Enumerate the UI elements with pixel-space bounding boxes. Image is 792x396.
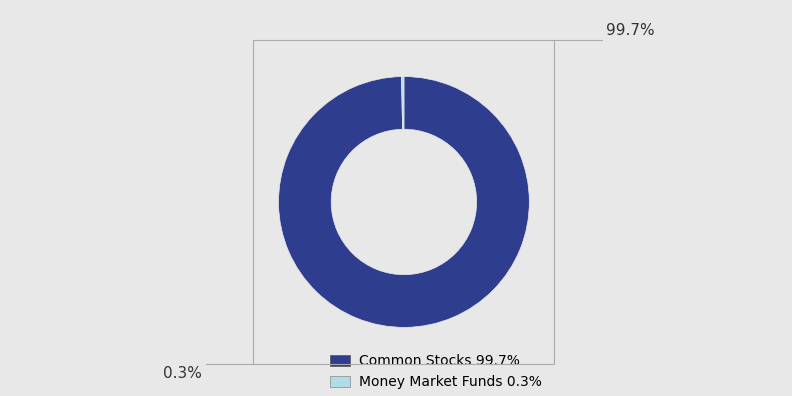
- Wedge shape: [402, 76, 404, 129]
- Legend: Common Stocks 99.7%, Money Market Funds 0.3%: Common Stocks 99.7%, Money Market Funds …: [329, 354, 542, 389]
- Text: 0.3%: 0.3%: [163, 366, 202, 381]
- Text: 99.7%: 99.7%: [606, 23, 654, 38]
- Wedge shape: [279, 76, 529, 327]
